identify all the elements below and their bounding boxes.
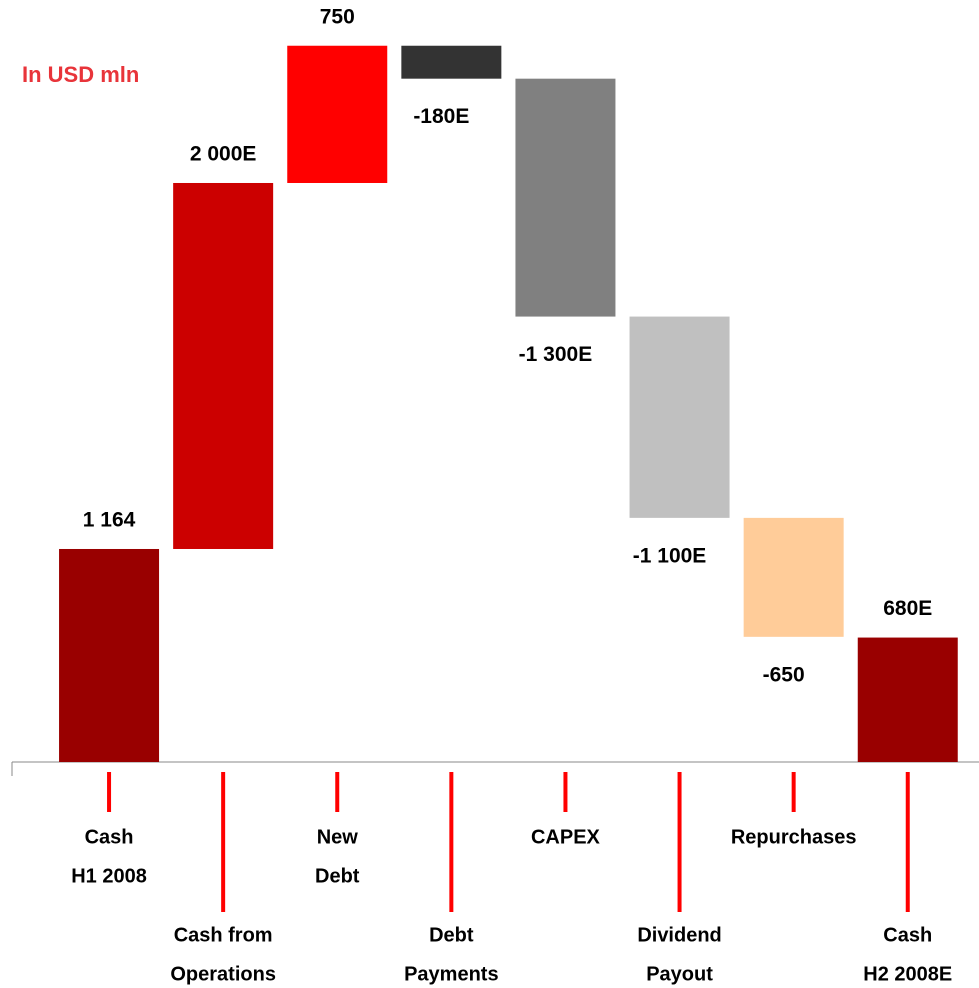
value-label: 1 164 — [83, 509, 136, 532]
x-tick-label: H1 2008 — [71, 865, 147, 887]
value-label: -650 — [763, 663, 805, 686]
x-tick-label: New — [317, 826, 359, 848]
x-tick-label: Debt — [315, 865, 360, 887]
x-tick-label: Payments — [404, 963, 499, 985]
x-tick-label: Debt — [429, 924, 474, 946]
value-label: 680E — [883, 597, 932, 620]
x-tick-label: Payout — [646, 963, 713, 985]
x-tick-label: Cash from — [174, 924, 273, 946]
x-tick-label: Operations — [170, 963, 276, 985]
bar — [287, 45, 388, 183]
value-label: -1 300E — [519, 343, 593, 366]
value-label: -180E — [413, 105, 469, 128]
bar — [743, 517, 844, 637]
x-tick-label: Repurchases — [731, 826, 857, 848]
chart-subtitle: In USD mln — [22, 62, 139, 87]
value-label: -1 100E — [633, 544, 707, 567]
x-tick-label: H2 2008E — [863, 963, 952, 985]
x-tick-label: Cash — [85, 826, 134, 848]
x-tick-label: Cash — [883, 924, 932, 946]
bar — [629, 316, 730, 518]
x-tick-label: CAPEX — [531, 826, 601, 848]
value-label: 2 000E — [190, 143, 257, 166]
bar — [515, 78, 616, 317]
bar — [857, 637, 958, 762]
bar — [59, 548, 160, 762]
value-label: 750 — [320, 5, 355, 28]
x-tick-label: Dividend — [637, 924, 721, 946]
bar — [401, 45, 502, 79]
bar — [173, 182, 274, 549]
